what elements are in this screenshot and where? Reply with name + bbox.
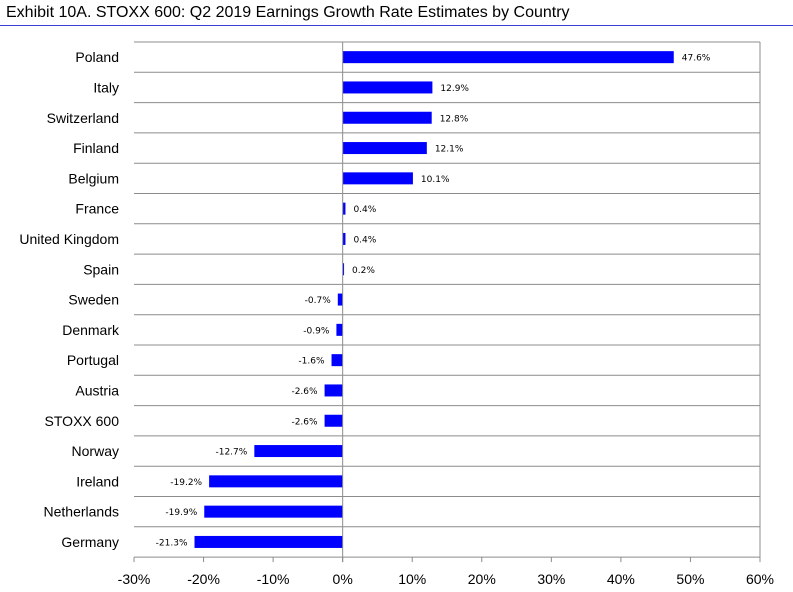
bar	[342, 202, 346, 215]
data-label: -0.7%	[305, 296, 332, 306]
category-label: Switzerland	[47, 110, 119, 126]
category-label: Austria	[75, 382, 119, 398]
category-label: Portugal	[67, 352, 119, 368]
x-tick-label: 10%	[398, 571, 426, 587]
x-tick-label: 20%	[468, 571, 496, 587]
data-label: 47.6%	[682, 54, 711, 64]
x-tick-label: 50%	[676, 571, 704, 587]
data-label: 12.1%	[435, 145, 464, 155]
category-label: Poland	[75, 49, 119, 65]
title-bar: Exhibit 10A. STOXX 600: Q2 2019 Earnings…	[0, 0, 793, 26]
category-label: Spain	[83, 261, 119, 277]
category-label: Denmark	[62, 322, 120, 338]
data-label: 0.4%	[353, 205, 376, 215]
data-label: 10.1%	[421, 175, 450, 185]
x-tick-label: 0%	[333, 571, 353, 587]
label-layer: Poland 47.6% Italy 12.9% Switzerland 12.8% Fin…	[19, 49, 710, 550]
data-label: 12.9%	[440, 84, 469, 94]
category-label: Ireland	[76, 473, 119, 489]
category-label: Germany	[61, 534, 119, 550]
data-label: 0.2%	[352, 266, 375, 276]
axis-layer: -30% -20% -10% 0% 10% 20% 30% 40% 50% 60%	[118, 42, 774, 587]
category-label: Belgium	[68, 170, 119, 186]
bar	[342, 111, 432, 124]
data-label: -1.6%	[298, 357, 325, 367]
data-label: -0.9%	[303, 326, 330, 336]
x-tick-label: -10%	[257, 571, 290, 587]
bar	[342, 172, 413, 185]
bar	[204, 505, 343, 518]
category-label: Netherlands	[44, 504, 120, 520]
bar	[337, 293, 343, 306]
bar	[194, 535, 343, 548]
bar	[342, 142, 427, 155]
category-label: Italy	[93, 79, 119, 95]
data-label: -2.6%	[291, 417, 318, 427]
x-tick-label: 40%	[607, 571, 635, 587]
data-label: -2.6%	[291, 387, 318, 397]
data-label: -21.3%	[156, 538, 188, 548]
category-label: United Kingdom	[19, 231, 119, 247]
grid-layer	[134, 41, 761, 558]
data-label: -12.7%	[215, 448, 247, 458]
x-tick-label: -30%	[118, 571, 151, 587]
bar	[324, 384, 343, 397]
bar	[331, 354, 343, 367]
bar	[342, 263, 345, 276]
bar-layer	[194, 51, 674, 548]
bar	[342, 232, 346, 245]
category-label: France	[75, 201, 119, 217]
bar	[254, 445, 343, 458]
bar	[324, 414, 343, 427]
category-label: Sweden	[68, 292, 119, 308]
category-label: Norway	[72, 443, 119, 459]
bar	[336, 323, 343, 336]
bar	[209, 475, 343, 488]
x-tick-label: 60%	[746, 571, 774, 587]
category-label: Finland	[73, 140, 119, 156]
category-label: STOXX 600	[45, 413, 120, 429]
x-tick-label: -20%	[187, 571, 220, 587]
data-label: 12.8%	[440, 114, 469, 124]
bar	[342, 81, 433, 94]
x-tick-label: 30%	[537, 571, 565, 587]
data-label: -19.9%	[165, 508, 197, 518]
data-label: 0.4%	[353, 235, 376, 245]
data-label: -19.2%	[170, 478, 202, 488]
chart-title: Exhibit 10A. STOXX 600: Q2 2019 Earnings…	[6, 4, 570, 21]
bar	[342, 51, 674, 64]
